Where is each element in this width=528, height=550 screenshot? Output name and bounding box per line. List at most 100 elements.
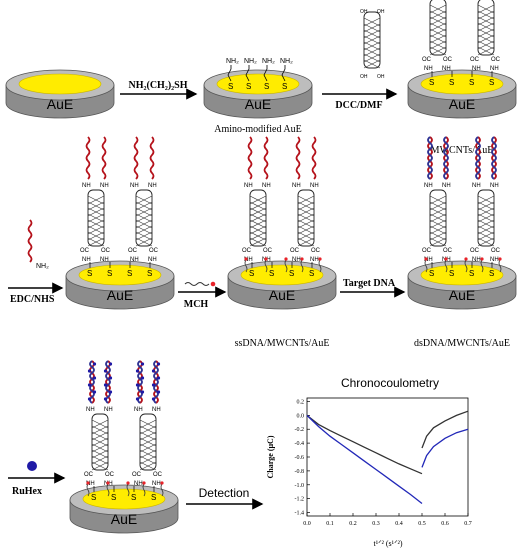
amine-label: NH₂	[226, 58, 239, 65]
arrow-step5: Target DNA	[340, 278, 406, 298]
mwcnt-tube	[91, 413, 109, 471]
mch-head	[160, 481, 164, 485]
amide-nh-label: NH	[134, 407, 143, 413]
ruhex-molecule	[103, 383, 108, 387]
ruhex-molecule	[103, 397, 108, 401]
mwcnt-tube	[297, 189, 315, 247]
electrode-label: AuE	[111, 511, 137, 527]
s-atom-label: S	[87, 269, 92, 278]
mch-chain	[244, 259, 248, 273]
dsdna-duplex	[105, 360, 111, 404]
ruhex-molecule	[135, 369, 140, 373]
mch-chain	[444, 259, 448, 273]
series-line-1	[421, 410, 469, 449]
s-atom-label: S	[246, 82, 251, 91]
ssdna-probe	[101, 136, 107, 180]
s-atom-label: S	[91, 493, 96, 502]
amide-nh-label: NH	[262, 183, 271, 189]
s-atom-label: S	[127, 269, 132, 278]
ruhex-molecule	[140, 390, 145, 394]
tube-label-oh: OH	[360, 74, 368, 80]
amide-nh-label: NH	[310, 257, 319, 263]
s-atom-label: S	[151, 493, 156, 502]
linker-chain	[263, 65, 268, 82]
amine-label: NH₂	[244, 58, 257, 65]
series-line-2	[421, 428, 469, 468]
ruhex-molecule	[135, 397, 140, 401]
reagent-step4: MCH	[184, 299, 209, 310]
ruhex-legend: RuHex	[8, 461, 66, 497]
s-atom-label: S	[228, 82, 233, 91]
s-atom-label: S	[249, 269, 254, 278]
amide-nh-label: NH	[134, 481, 143, 487]
x-tick-label: 0.2	[349, 521, 357, 527]
ruhex-molecule	[87, 397, 92, 401]
dsdna-duplex	[443, 136, 449, 180]
amide-nh-label: NH	[82, 183, 91, 189]
carbonyl-label: OC	[153, 472, 163, 478]
amide-nh-label: NH	[292, 183, 301, 189]
tube-label-oh: OH	[377, 9, 385, 15]
ruhex-molecule	[156, 362, 161, 366]
electrode-label: AuE	[269, 287, 295, 303]
ssdna-probe	[295, 136, 301, 180]
carbonyl-label: OC	[422, 248, 432, 254]
ruhex-molecule	[151, 369, 156, 373]
electrode-bare: AuE	[5, 69, 115, 119]
carbonyl-label: OC	[242, 248, 252, 254]
y-tick-label: -0.6	[295, 455, 305, 461]
mch-head	[464, 257, 468, 261]
series-line-2	[306, 414, 423, 505]
amide-nh-label: NH	[442, 183, 451, 189]
ruhex-molecule	[156, 390, 161, 394]
s-atom-label: S	[429, 269, 434, 278]
y-axis-label: Charge (μC)	[266, 435, 275, 478]
carbonyl-label: OC	[311, 248, 321, 254]
amide-nh-label: NH	[82, 257, 91, 263]
carbonyl-label: OC	[84, 472, 94, 478]
s-atom-label: S	[489, 269, 494, 278]
amide-nh-label: NH	[148, 257, 157, 263]
dsdna-duplex	[153, 360, 159, 404]
mwcnt-tube	[249, 189, 267, 247]
y-tick-label: 0.2	[297, 399, 305, 405]
ssdna-probe	[311, 136, 317, 180]
ruhex-molecule	[140, 362, 145, 366]
amide-nh-label: NH	[490, 257, 499, 263]
dsdna-duplex	[427, 136, 433, 180]
tube-label-oh: OH	[360, 9, 368, 15]
y-tick-label: -1.0	[295, 483, 305, 489]
probe-nh2-label: NH₂	[36, 263, 49, 270]
caption-mwcnts: MWCNTs/AuE	[431, 145, 494, 156]
carbonyl-label: OC	[149, 248, 159, 254]
linker-chain	[281, 65, 286, 82]
amide-nh-label: NH	[244, 257, 253, 263]
reagent-step3: EDC/NHS	[10, 294, 55, 305]
s-atom-label: S	[131, 493, 136, 502]
dsdna-duplex	[475, 136, 481, 180]
mch-chain	[318, 259, 322, 273]
amide-nh-label: NH	[244, 183, 253, 189]
series-line-1	[306, 414, 423, 475]
chronocoulometry-chart: Chronocoulometry 0.0 0.1 0.2 0.3 0.4 0.5 0.6 0.…	[266, 376, 472, 548]
carbonyl-label: OC	[105, 472, 115, 478]
s-atom-label: S	[449, 269, 454, 278]
x-tick-label: 0.0	[303, 521, 311, 527]
s-atom-label: S	[309, 269, 314, 278]
mch-head	[284, 257, 288, 261]
carbonyl-label: OC	[491, 57, 501, 63]
mch-head	[318, 257, 322, 261]
ssdna-probe	[133, 136, 139, 180]
dsdna-duplex	[491, 136, 497, 180]
amide-nh-label: NH	[152, 481, 161, 487]
y-tick-label: -1.2	[295, 497, 305, 503]
mwcnt-tube	[429, 189, 447, 247]
mch-chain	[160, 483, 164, 497]
carbonyl-label: OC	[128, 248, 138, 254]
reagent-step1: NH₂(CH₂)₂SH	[129, 80, 188, 91]
linker-chain	[227, 65, 232, 82]
dsdna-duplex	[137, 360, 143, 404]
amide-nh-label: NH	[472, 257, 481, 263]
